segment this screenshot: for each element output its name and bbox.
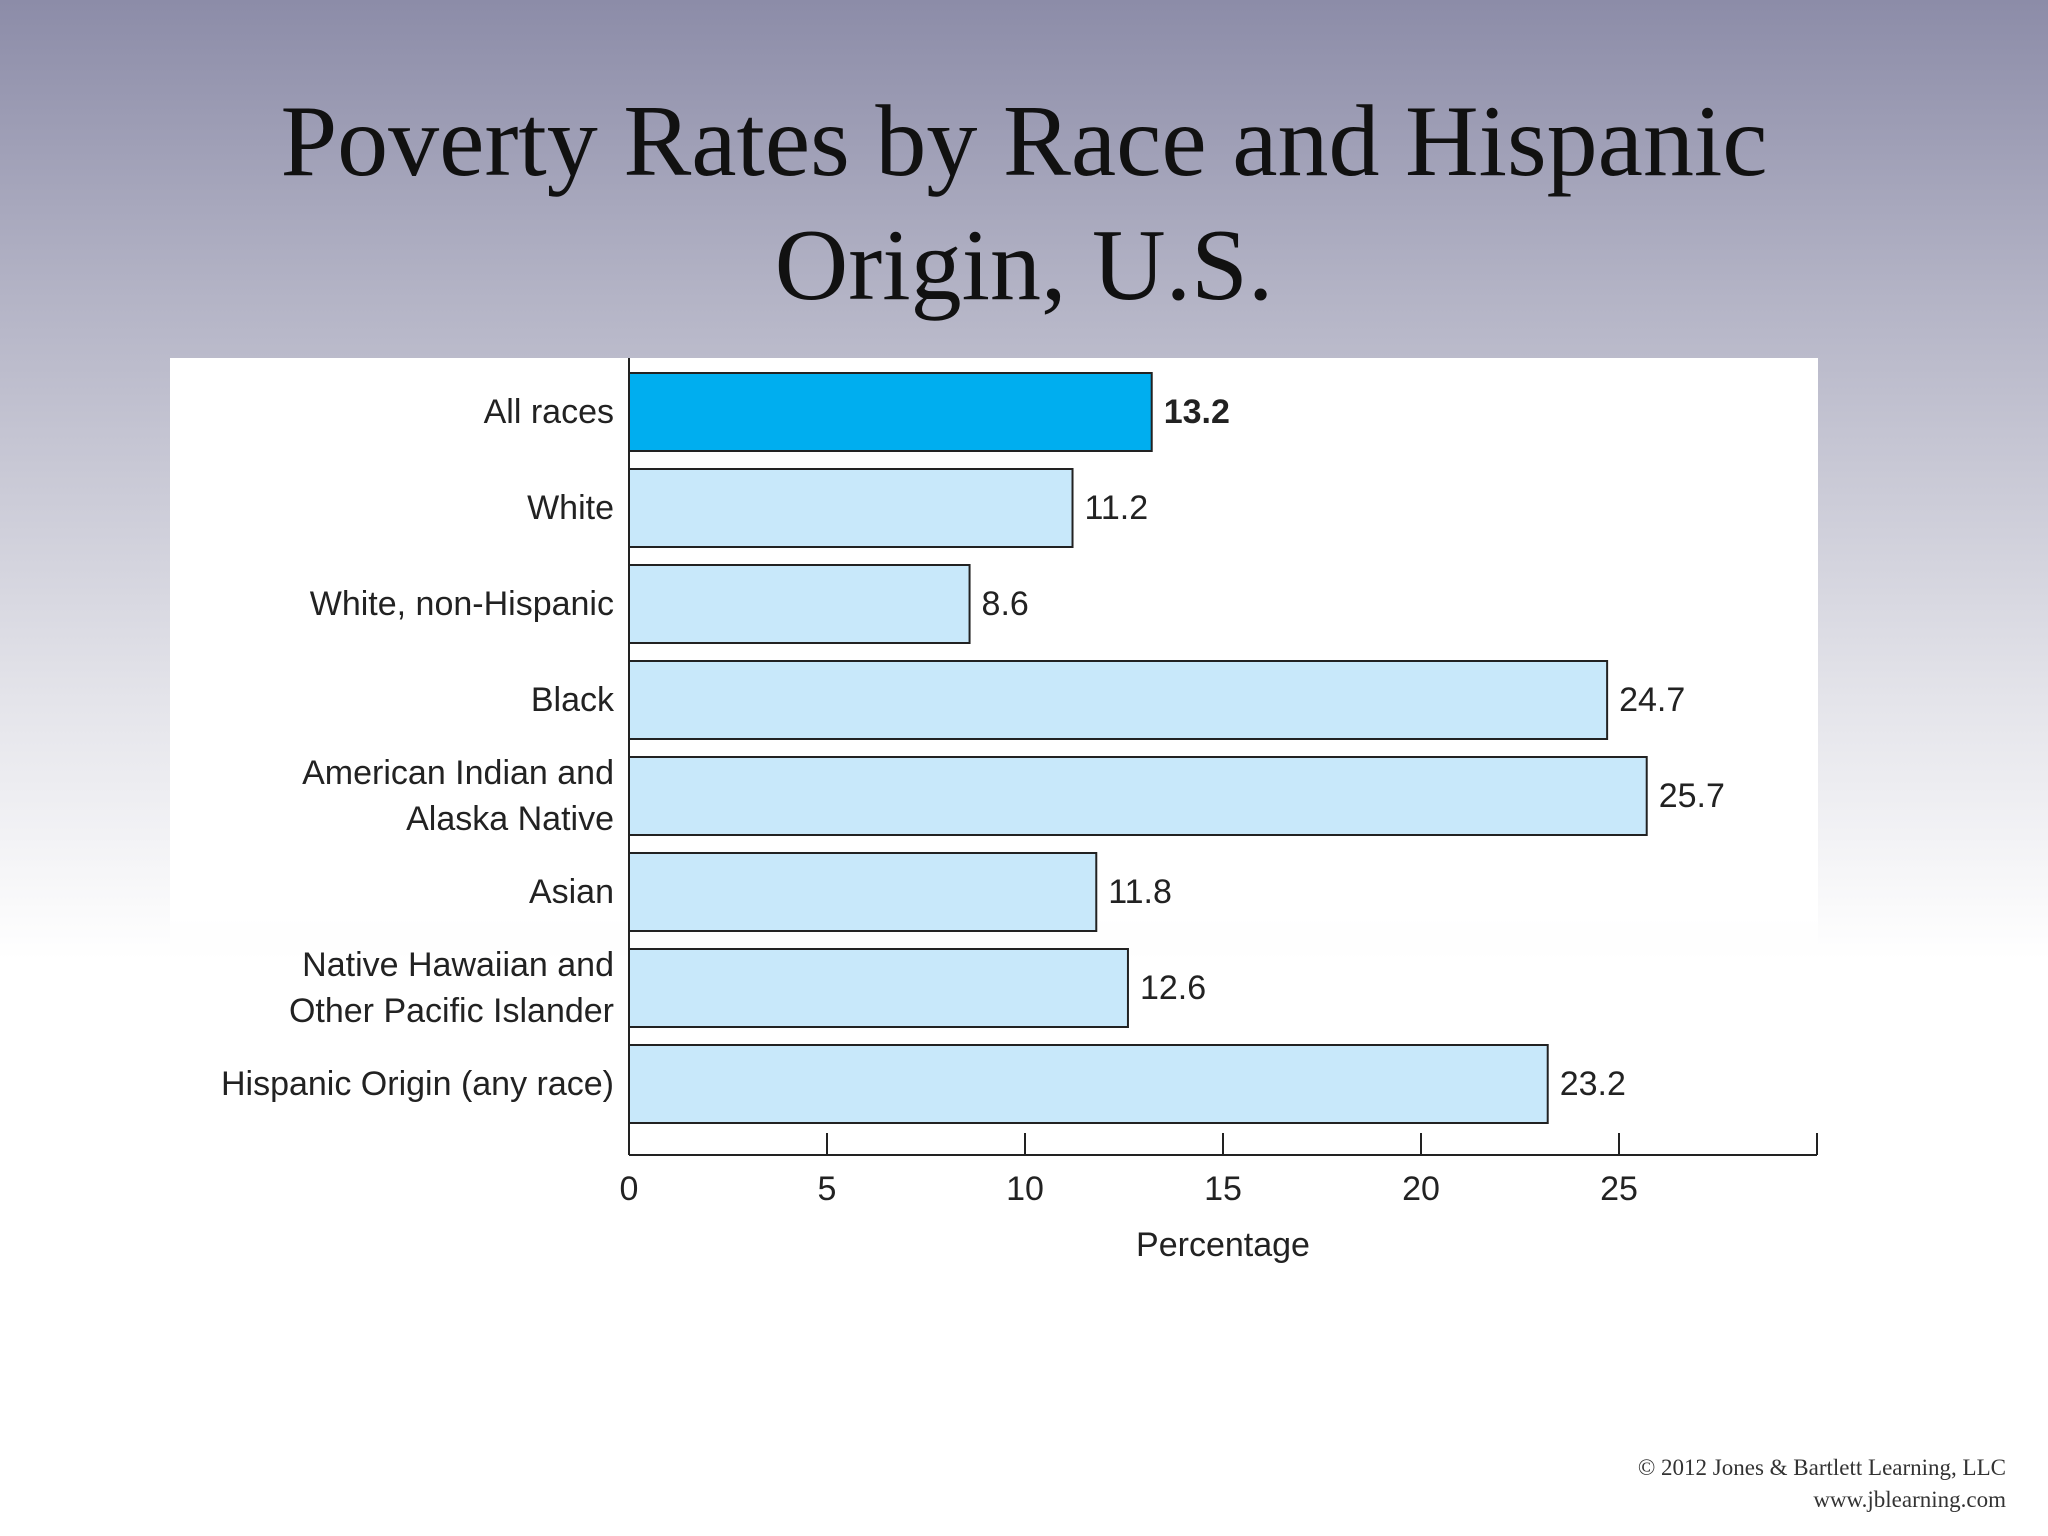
data-label: 23.2 xyxy=(1560,1065,1626,1103)
bar xyxy=(628,564,971,644)
bar xyxy=(628,852,1098,932)
bar xyxy=(628,372,1153,452)
category-label: Black xyxy=(531,681,615,719)
bar xyxy=(628,756,1648,836)
data-label: 11.8 xyxy=(1108,873,1172,911)
category-label: American Indian and xyxy=(302,754,614,792)
bar xyxy=(628,660,1609,740)
bar xyxy=(628,1044,1549,1124)
data-label: 8.6 xyxy=(982,585,1029,623)
category-label: Hispanic Origin (any race) xyxy=(221,1065,614,1103)
data-label: 25.7 xyxy=(1659,777,1725,815)
data-label: 11.2 xyxy=(1085,489,1149,527)
copyright-text: © 2012 Jones & Bartlett Learning, LLC xyxy=(1637,1455,2006,1480)
category-label: All races xyxy=(484,393,614,431)
data-label: 13.2 xyxy=(1164,393,1230,431)
bar xyxy=(628,948,1129,1028)
category-label: Alaska Native xyxy=(406,800,614,838)
category-label: White xyxy=(527,489,614,527)
x-axis-title: Percentage xyxy=(1136,1226,1310,1264)
x-tick-label: 0 xyxy=(620,1170,639,1208)
slide-title-line-2: Origin, U.S. xyxy=(774,209,1274,322)
chart-panel: 13.2 All races 11.2 White 8.6 White, non-Hisp… xyxy=(170,358,1818,1288)
category-label: Other Pacific Islander xyxy=(289,992,614,1030)
x-tick-label: 15 xyxy=(1204,1170,1242,1208)
x-tick-label: 10 xyxy=(1006,1170,1044,1208)
website-text: www.jblearning.com xyxy=(1813,1487,2006,1512)
x-tick-label: 5 xyxy=(818,1170,837,1208)
slide-title-line-1: Poverty Rates by Race and Hispanic xyxy=(280,85,1768,198)
x-tick-label: 20 xyxy=(1402,1170,1440,1208)
footer: © 2012 Jones & Bartlett Learning, LLC ww… xyxy=(1638,1452,2006,1516)
category-label: Native Hawaiian and xyxy=(302,946,614,984)
data-label: 12.6 xyxy=(1140,969,1206,1007)
category-label: Asian xyxy=(529,873,614,911)
data-label: 24.7 xyxy=(1619,681,1685,719)
slide-title: Poverty Rates by Race and Hispanic Origi… xyxy=(0,80,2048,328)
bar-chart: 13.2 All races 11.2 White 8.6 White, non-Hisp… xyxy=(221,358,1818,1264)
bar xyxy=(628,468,1074,548)
x-tick-label: 25 xyxy=(1600,1170,1638,1208)
category-label: White, non-Hispanic xyxy=(310,585,614,623)
